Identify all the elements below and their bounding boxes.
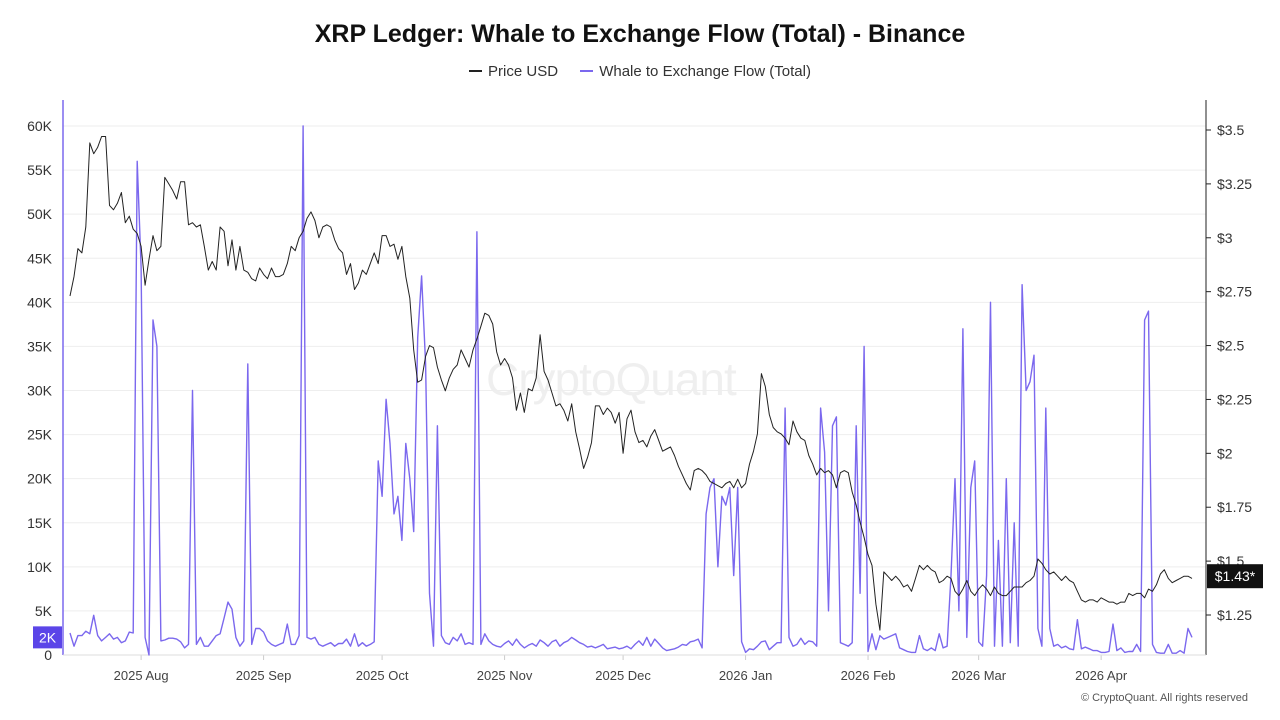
series-line-whale-flow bbox=[69, 125, 1193, 656]
chart-legend: Price USD Whale to Exchange Flow (Total) bbox=[0, 63, 1280, 80]
y-left-tick-label: 50K bbox=[27, 206, 53, 222]
x-tick-label: 2025 Oct bbox=[356, 668, 409, 683]
y-left-tick-label: 5K bbox=[35, 603, 53, 619]
x-tick-label: 2026 Apr bbox=[1075, 668, 1128, 683]
y-right-tick-label: $1.25 bbox=[1217, 607, 1252, 623]
current-flow-badge-label: 2K bbox=[39, 629, 57, 645]
y-left-tick-label: 20K bbox=[27, 471, 53, 487]
y-right-tick-label: $3.25 bbox=[1217, 176, 1252, 192]
x-tick-label: 2025 Dec bbox=[595, 668, 651, 683]
x-tick-label: 2026 Feb bbox=[841, 668, 896, 683]
legend-swatch-price bbox=[469, 70, 483, 73]
y-right-tick-label: $3.5 bbox=[1217, 122, 1244, 138]
y-left-tick-label: 30K bbox=[27, 383, 53, 399]
y-left-tick-label: 55K bbox=[27, 162, 53, 178]
legend-item-price[interactable]: Price USD bbox=[469, 63, 558, 80]
y-left-tick-label: 15K bbox=[27, 515, 53, 531]
y-left-tick-label: 25K bbox=[27, 427, 53, 443]
x-tick-label: 2025 Sep bbox=[236, 668, 292, 683]
axes: 60K 55K 50K 45K 40K 35K 30K 25K 20K 15K 10K 5K 0 $3.5… bbox=[27, 100, 1252, 683]
y-right-tick-label: $2 bbox=[1217, 445, 1233, 461]
x-tick-label: 2026 Mar bbox=[951, 668, 1007, 683]
y-right-tick-label: $2.75 bbox=[1217, 284, 1252, 300]
x-tick-label: 2025 Nov bbox=[477, 668, 533, 683]
y-left-tick-label: 0 bbox=[44, 647, 52, 663]
y-left-tick-label: 40K bbox=[27, 294, 53, 310]
watermark: CryptoQuant bbox=[486, 353, 737, 405]
series-line-price bbox=[69, 136, 1193, 631]
y-left-tick-label: 35K bbox=[27, 338, 53, 354]
legend-swatch-flow bbox=[580, 70, 594, 73]
y-left-tick-label: 10K bbox=[27, 559, 53, 575]
copyright-text: © CryptoQuant. All rights reserved bbox=[1080, 692, 1248, 704]
y-right-tick-label: $2.25 bbox=[1217, 391, 1252, 407]
legend-label-flow: Whale to Exchange Flow (Total) bbox=[599, 63, 811, 80]
y-right-tick-label: $2.5 bbox=[1217, 338, 1244, 354]
legend-item-flow[interactable]: Whale to Exchange Flow (Total) bbox=[580, 63, 811, 80]
legend-label-price: Price USD bbox=[488, 63, 559, 80]
current-price-badge bbox=[1207, 564, 1263, 589]
current-flow-badge bbox=[33, 626, 62, 649]
chart-title: XRP Ledger: Whale to Exchange Flow (Tota… bbox=[314, 20, 966, 48]
x-tick-label: 2026 Jan bbox=[719, 668, 773, 683]
series-lines bbox=[69, 125, 1193, 656]
grid bbox=[63, 125, 1206, 612]
y-left-tick-label: 60K bbox=[27, 118, 53, 134]
current-price-badge-label: $1.43* bbox=[1215, 568, 1256, 584]
y-right-tick-label: $1.75 bbox=[1217, 499, 1252, 515]
y-right-tick-label: $3 bbox=[1217, 230, 1233, 246]
x-tick-label: 2025 Aug bbox=[114, 668, 169, 683]
y-left-tick-label: 45K bbox=[27, 250, 53, 266]
value-badges: 2K $1.43* bbox=[33, 564, 1263, 649]
